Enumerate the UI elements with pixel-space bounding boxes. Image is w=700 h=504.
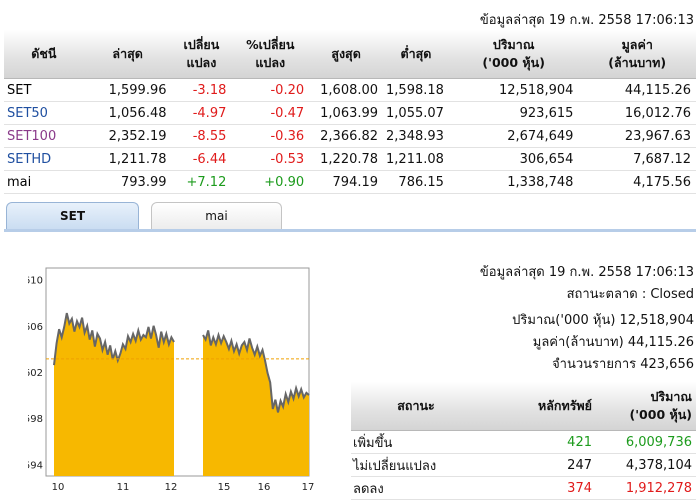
stat-count: 374 [481,476,596,500]
index-low: 786.15 [383,170,449,194]
index-low: 1,211.08 [383,147,449,171]
index-change: -4.97 [171,101,232,125]
market-info-timestamp: ข้อมูลล่าสุด 19 ก.พ. 2558 17:06:13 [479,265,694,280]
index-row-set100[interactable]: SET100 2,352.19 -8.55 -0.36 2,366.82 2,348.93… [4,124,696,148]
index-pct-change: +0.90 [231,170,310,194]
x-tick-label: 16 [258,482,271,493]
index-table-header: ดัชนี ล่าสุด เปลี่ยน แปลง %เปลี่ยน แปลง … [4,30,696,79]
index-value: 4,175.56 [578,170,696,194]
price-area-session-2 [203,330,309,476]
col-header-last[interactable]: ล่าสุด [83,30,172,79]
tab-mai[interactable]: mai [151,202,282,230]
y-tick-label: 1610 [28,276,43,287]
index-name[interactable]: SET50 [4,101,84,125]
index-last: 793.99 [83,170,172,194]
x-tick-label: 15 [218,482,231,493]
advance-decline-row: เพิ่มขึ้น 421 6,009,736 [351,430,696,454]
advance-decline-row: ลดลง 374 1,912,278 [351,476,696,500]
index-pct-change: -0.47 [231,101,310,125]
index-volume: 923,615 [448,101,579,125]
index-name[interactable]: SET [4,78,84,102]
col-header-status: สถานะ [351,382,481,431]
index-row-sethd[interactable]: SETHD 1,211.78 -6.44 -0.53 1,220.78 1,211.08 3… [4,147,696,171]
y-tick-label: 1602 [28,368,43,379]
market-value: มูลค่า(ล้านบาท) 44,115.26 [532,335,694,350]
x-tick-label: 12 [165,482,178,493]
stat-count: 421 [481,430,596,454]
advance-decline-header: สถานะ หลักทรัพย์ ปริมาณ ('000 หุ้น) [351,382,696,431]
index-high: 1,063.99 [309,101,384,125]
x-tick-label: 17 [302,482,315,493]
tab-set[interactable]: SET [6,202,139,230]
index-table: ดัชนี ล่าสุด เปลี่ยน แปลง %เปลี่ยน แปลง … [4,30,696,194]
y-tick-label: 1598 [28,414,43,425]
market-status: สถานะตลาด : Closed [566,287,694,302]
stat-volume: 1,912,278 [596,476,696,500]
index-low: 1,598.18 [383,78,449,102]
y-tick-label: 1606 [28,322,43,333]
index-high: 1,608.00 [309,78,384,102]
intraday-set-chart: 1594 1598 1602 1606 1610 10 11 12 15 16 17 [28,267,315,493]
index-high: 1,220.78 [309,147,384,171]
index-last: 1,599.96 [83,78,172,102]
index-value: 7,687.12 [578,147,696,171]
col-header-low[interactable]: ต่ำสุด [383,30,449,79]
index-last: 1,056.48 [83,101,172,125]
col-header-pct-change[interactable]: %เปลี่ยน แปลง [231,30,310,79]
index-high: 794.19 [309,170,384,194]
index-name[interactable]: SET100 [4,124,84,148]
stat-status: ลดลง [351,476,481,500]
col-header-value[interactable]: มูลค่า (ล้านบาท) [578,30,696,79]
index-row-set[interactable]: SET 1,599.96 -3.18 -0.20 1,608.00 1,598.18 12,… [4,78,696,102]
index-change: -6.44 [171,147,232,171]
index-volume: 12,518,904 [448,78,579,102]
price-area-session-1 [54,313,174,476]
stat-status: ไม่เปลี่ยนแปลง [351,453,481,477]
index-pct-change: -0.53 [231,147,310,171]
index-volume: 306,654 [448,147,579,171]
index-low: 1,055.07 [383,101,449,125]
index-change: -3.18 [171,78,232,102]
index-last: 2,352.19 [83,124,172,148]
index-low: 2,348.93 [383,124,449,148]
index-volume: 2,674,649 [448,124,579,148]
col-header-stat-volume: ปริมาณ ('000 หุ้น) [596,382,696,431]
col-header-securities: หลักทรัพย์ [481,382,596,431]
index-row-set50[interactable]: SET50 1,056.48 -4.97 -0.47 1,063.99 1,055.07 9… [4,101,696,125]
index-last: 1,211.78 [83,147,172,171]
price-line-session-2 [202,330,310,413]
market-trades: จำนวนรายการ 423,656 [552,357,694,372]
last-update-timestamp: ข้อมูลล่าสุด 19 ก.พ. 2558 17:06:13 [479,13,694,28]
index-pct-change: -0.36 [231,124,310,148]
index-name[interactable]: mai [4,170,84,194]
market-volume: ปริมาณ('000 หุ้น) 12,518,904 [512,313,694,328]
index-change: -8.55 [171,124,232,148]
col-header-index[interactable]: ดัชนี [4,30,84,79]
index-value: 23,967.63 [578,124,696,148]
stat-volume: 4,378,104 [596,453,696,477]
stat-volume: 6,009,736 [596,430,696,454]
y-tick-label: 1594 [28,460,43,471]
x-tick-label: 10 [52,482,65,493]
price-line-session-1 [53,312,175,366]
index-volume: 1,338,748 [448,170,579,194]
col-header-change[interactable]: เปลี่ยน แปลง [171,30,232,79]
index-change: +7.12 [171,170,232,194]
index-high: 2,366.82 [309,124,384,148]
x-tick-label: 11 [117,482,130,493]
index-value: 44,115.26 [578,78,696,102]
advance-decline-row: ไม่เปลี่ยนแปลง 247 4,378,104 [351,453,696,477]
col-header-high[interactable]: สูงสุด [309,30,384,79]
index-row-mai[interactable]: mai 793.99 +7.12 +0.90 794.19 786.15 1,338,748… [4,170,696,194]
index-value: 16,012.76 [578,101,696,125]
index-name[interactable]: SETHD [4,147,84,171]
col-header-volume[interactable]: ปริมาณ ('000 หุ้น) [448,30,579,79]
index-pct-change: -0.20 [231,78,310,102]
stat-count: 247 [481,453,596,477]
tab-divider [4,229,696,232]
advance-decline-table: สถานะ หลักทรัพย์ ปริมาณ ('000 หุ้น) เพิ่… [351,382,696,500]
stat-status: เพิ่มขึ้น [351,430,481,454]
